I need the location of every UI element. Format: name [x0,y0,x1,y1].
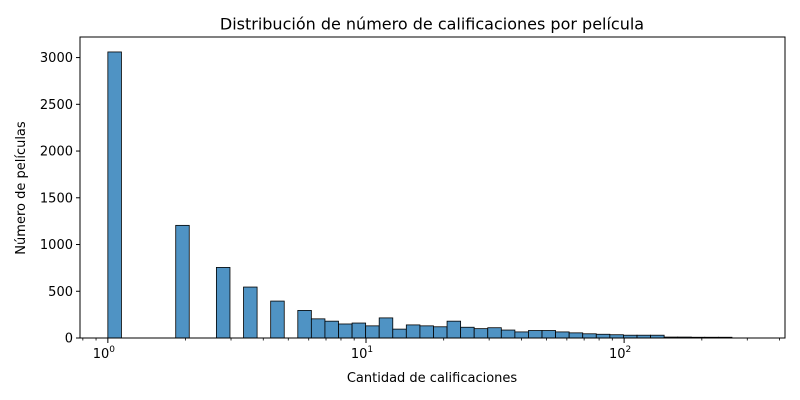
histogram-bar [541,330,556,339]
x-axis: 100 101 102 [82,338,780,362]
y-tick-label: 2000 [40,145,73,160]
histogram-bar [378,317,394,339]
histogram-bar [297,310,312,339]
histogram-bar [419,325,434,339]
histogram-bar [405,324,421,339]
y-tick-label: 2500 [40,98,73,113]
histogram-bar [270,300,285,339]
histogram-bar [324,320,339,339]
histogram-bar [460,326,475,339]
histogram-bars [107,51,733,339]
y-tick-label: 1500 [40,191,73,206]
x-tick-label: 101 [351,345,373,362]
y-axis: 0 500 1000 1500 2000 2500 3000 [40,51,80,347]
histogram-bar [568,332,584,339]
histogram-bar [446,320,462,339]
x-tick-label: 100 [93,345,116,362]
x-axis-label: Cantidad de calificaciones [347,371,518,386]
chart-title: Distribución de número de calificaciones… [220,15,644,34]
y-tick-label: 500 [48,285,73,300]
histogram-bar [582,333,597,339]
histogram-bar [392,328,407,339]
y-tick-label: 1000 [40,238,73,253]
histogram-bar [175,224,190,339]
histogram-bar [528,330,543,339]
histogram-bar [555,331,570,339]
histogram-bar [107,51,122,339]
histogram-bar [365,325,380,339]
histogram-bar [310,318,326,339]
y-tick-label: 3000 [40,51,73,66]
histogram-bar [338,323,353,339]
y-tick-label: 0 [65,332,73,347]
histogram-bar [215,267,231,339]
plot-frame [79,36,786,339]
histogram-bar [487,327,502,339]
histogram-bar [433,326,448,339]
histogram-bar [351,322,367,339]
x-tick-label: 102 [609,345,631,362]
histogram-bar [473,328,489,339]
histogram-bar [500,329,516,339]
histogram-bar [595,333,611,339]
y-axis-label: Número de películas [14,121,29,255]
histogram-bar [514,331,529,339]
histogram-bar [243,286,258,339]
